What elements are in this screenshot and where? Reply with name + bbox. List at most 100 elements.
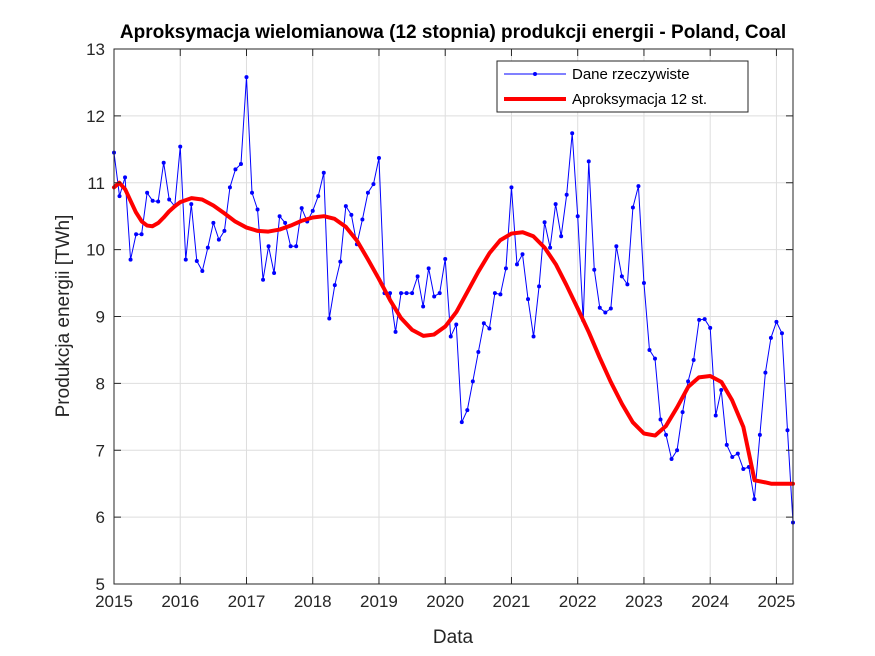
data-point <box>454 322 459 327</box>
y-tick-label: 5 <box>96 575 105 594</box>
data-point <box>415 274 420 279</box>
series-layer <box>112 75 795 525</box>
y-tick-label: 7 <box>96 441 105 460</box>
data-point <box>652 356 657 361</box>
data-point <box>647 347 652 352</box>
data-point <box>178 144 183 149</box>
data-point <box>332 283 337 288</box>
data-point <box>211 220 216 225</box>
data-point <box>443 256 448 261</box>
data-point <box>757 432 762 437</box>
data-point <box>310 208 315 213</box>
data-point <box>189 202 194 207</box>
data-point <box>470 379 475 384</box>
y-axis-label: Produkcja energii [TWh] <box>53 215 74 418</box>
data-point <box>675 448 680 453</box>
data-point <box>360 217 365 222</box>
legend: Dane rzeczywiste Aproksymacja 12 st. <box>496 60 749 113</box>
data-point <box>476 349 481 354</box>
data-point <box>183 257 188 262</box>
data-point <box>128 257 133 262</box>
x-tick-label: 2021 <box>493 592 531 611</box>
data-point <box>233 167 238 172</box>
data-point <box>371 182 376 187</box>
data-point <box>194 258 199 263</box>
data-point <box>514 262 519 267</box>
y-tick-label: 8 <box>96 374 105 393</box>
legend-fit-label: Aproksymacja 12 st. <box>572 91 707 108</box>
data-point <box>526 297 531 302</box>
data-point <box>283 220 288 225</box>
data-point <box>636 184 641 189</box>
data-point <box>719 388 724 393</box>
data-point <box>570 131 575 136</box>
data-point <box>316 194 321 199</box>
data-point <box>702 317 707 322</box>
data-point <box>117 194 122 199</box>
data-point <box>785 428 790 433</box>
x-tick-label: 2016 <box>161 592 199 611</box>
data-point <box>150 198 155 203</box>
data-point <box>658 417 663 422</box>
legend-actual-marker <box>533 72 537 76</box>
data-point <box>399 291 404 296</box>
data-point <box>603 310 608 315</box>
data-point <box>266 244 271 249</box>
chart-title: Aproksymacja wielomianowa (12 stopnia) p… <box>120 22 786 43</box>
data-point <box>686 379 691 384</box>
data-point <box>542 220 547 225</box>
data-point <box>537 284 542 289</box>
data-point <box>145 190 150 195</box>
data-point <box>503 266 508 271</box>
data-point <box>641 281 646 286</box>
data-point <box>250 190 255 195</box>
data-point <box>586 159 591 164</box>
data-point <box>288 244 293 249</box>
data-point <box>426 266 431 271</box>
data-point <box>752 497 757 502</box>
x-tick-label: 2020 <box>426 592 464 611</box>
data-point <box>365 190 370 195</box>
series-actual-line <box>113 76 794 523</box>
data-point <box>349 212 354 217</box>
data-point <box>735 451 740 456</box>
data-point <box>255 207 260 212</box>
data-point <box>741 466 746 471</box>
tick-labels: 2015 2016 2017 2018 2019 2020 2021 2022 2023 2024… <box>86 40 795 611</box>
data-point <box>664 432 669 437</box>
data-point <box>156 199 161 204</box>
data-point <box>614 244 619 249</box>
data-point <box>448 334 453 339</box>
data-point <box>481 321 486 326</box>
data-point <box>564 192 569 197</box>
data-point <box>272 271 277 276</box>
data-point <box>432 294 437 299</box>
data-point <box>763 370 768 375</box>
x-tick-label: 2015 <box>95 592 133 611</box>
data-point <box>520 252 525 257</box>
data-point <box>768 335 773 340</box>
data-point <box>134 232 139 237</box>
y-tick-label: 13 <box>86 40 105 59</box>
data-point <box>680 410 685 415</box>
data-point <box>421 304 426 309</box>
data-point <box>779 331 784 336</box>
y-tick-label: 6 <box>96 508 105 527</box>
data-point <box>459 420 464 425</box>
x-tick-label: 2018 <box>294 592 332 611</box>
legend-actual-label: Dane rzeczywiste <box>572 66 690 83</box>
data-point <box>498 292 503 297</box>
data-point <box>531 334 536 339</box>
x-tick-label: 2024 <box>691 592 729 611</box>
data-point <box>724 442 729 447</box>
data-point <box>227 185 232 190</box>
data-point <box>222 228 227 233</box>
data-point <box>123 175 128 180</box>
data-point <box>167 197 172 202</box>
data-point <box>216 237 221 242</box>
data-point <box>492 291 497 296</box>
data-point <box>161 160 166 165</box>
data-point <box>465 408 470 413</box>
data-point <box>774 319 779 324</box>
data-point <box>619 274 624 279</box>
